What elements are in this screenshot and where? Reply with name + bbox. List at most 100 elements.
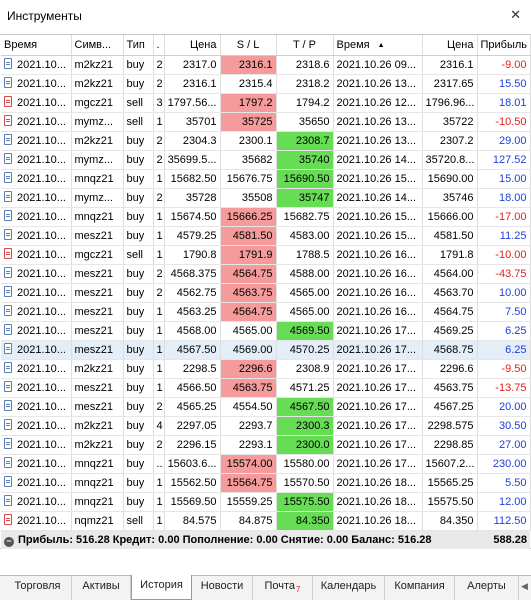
cell-vol: 2 — [153, 264, 165, 284]
table-row[interactable]: 2021.10... m2kz21 buy 2 2316.1 2315.4 2318.2 20… — [1, 74, 531, 94]
tab-6[interactable]: Компания — [385, 576, 455, 600]
vol-value: 2 — [156, 58, 163, 71]
minus-circle-icon[interactable]: − — [4, 536, 14, 547]
cell-close-time: 2021.10.26 16... — [333, 264, 423, 284]
column-header-3[interactable]: . — [153, 35, 165, 56]
column-header-4[interactable]: Цена — [164, 35, 221, 56]
time-value: 2021.10... — [17, 97, 66, 109]
cell-type: buy — [123, 359, 154, 379]
document-blue-icon — [4, 419, 12, 430]
cell-close-price: 2317.65 — [422, 74, 478, 94]
column-header-label: S / L — [236, 38, 260, 51]
tab-0[interactable]: Торговля — [4, 576, 72, 600]
cell-close-time: 2021.10.26 17... — [333, 397, 423, 417]
column-header-6[interactable]: T / P — [276, 35, 334, 56]
type-value: buy — [126, 400, 145, 413]
table-row[interactable]: 2021.10... mnqz21 buy 1 15682.50 15676.75 1569… — [1, 169, 531, 189]
column-header-7[interactable]: Время ▲ — [333, 35, 423, 56]
time-value: 2021.10... — [17, 135, 66, 147]
close-price-value: 4563.70 — [433, 286, 474, 299]
profit-value: 10.00 — [498, 286, 527, 299]
cell-profit: 127.52 — [477, 150, 531, 170]
table-row[interactable]: 2021.10... mnqz21 buy 1 15562.50 15564.75 1557… — [1, 473, 531, 493]
table-row[interactable]: 2021.10... nqmz21 sell 1 84.575 84.875 84.350 2… — [1, 511, 531, 531]
table-row[interactable]: 2021.10... mesz21 buy 1 4567.50 4569.00 4570.2… — [1, 340, 531, 360]
cell-time: 2021.10... — [1, 511, 72, 531]
table-row[interactable]: 2021.10... mnqz21 buy 1 15569.50 15559.25 1557… — [1, 492, 531, 512]
table-row[interactable]: 2021.10... mesz21 buy 1 4566.50 4563.75 4571.2… — [1, 378, 531, 398]
cell-vol: 2 — [153, 55, 165, 75]
cell-tp: 35650 — [276, 112, 334, 132]
table-row[interactable]: 2021.10... mymz... buy 2 35728 35508 35747 2021… — [1, 188, 531, 208]
vol-value: 1 — [156, 324, 163, 337]
column-header-label: Прибыль — [480, 38, 528, 51]
table-row[interactable]: 2021.10... mesz21 buy 2 4562.75 4563.75 4565.0… — [1, 283, 531, 303]
profit-value: -13.75 — [495, 381, 527, 394]
profit-value: 18.00 — [498, 191, 527, 204]
tab-2[interactable]: История — [131, 575, 192, 600]
cell-type: buy — [123, 321, 154, 341]
close-price-value: 15666.00 — [427, 210, 474, 223]
table-row[interactable]: 2021.10... mesz21 buy 1 4579.25 4581.50 4583.0… — [1, 226, 531, 246]
document-red-icon — [4, 115, 12, 126]
table-row[interactable]: 2021.10... mnqz21 buy 1 15674.50 15666.25 1568… — [1, 207, 531, 227]
symbol-value: mesz21 — [74, 305, 114, 318]
tab-3[interactable]: Новости — [192, 576, 253, 600]
profit-value: -43.75 — [495, 267, 527, 280]
price-value: 4567.50 — [176, 343, 217, 356]
cell-profit: 6.25 — [477, 321, 531, 341]
symbol-value: m2kz21 — [74, 134, 114, 147]
profit-value: -17.00 — [495, 210, 527, 223]
column-header-1[interactable]: Симв... — [71, 35, 124, 56]
triangle-left-icon[interactable]: ◀ — [521, 581, 528, 591]
table-row[interactable]: 2021.10... m2kz21 buy 1 2298.5 2296.6 2308.9 20… — [1, 359, 531, 379]
close-price-value: 4581.50 — [433, 229, 474, 242]
time-value: 2021.10... — [17, 173, 66, 185]
table-row[interactable]: 2021.10... mymz... sell 1 35701 35725 35650 202… — [1, 112, 531, 132]
tab-1[interactable]: Активы — [72, 576, 131, 600]
cell-close-time: 2021.10.26 09... — [333, 55, 423, 75]
table-row[interactable]: 2021.10... mnqz21 buy.. 15603.6... 15574.00 1… — [1, 454, 531, 474]
mail-count-badge: 7 — [296, 585, 301, 594]
close-time-value: 2021.10.26 13... — [336, 77, 417, 90]
table-row[interactable]: 2021.10... mesz21 buy 1 4568.00 4565.00 4569.5… — [1, 321, 531, 341]
table-row[interactable]: 2021.10... mgcz21 sell 3 1797.56... 1797.2 179… — [1, 93, 531, 113]
table-row[interactable]: 2021.10... m2kz21 buy 2 2296.15 2293.1 2300.0 2… — [1, 435, 531, 455]
vol-value: 3 — [156, 96, 163, 109]
close-price-value: 15690.00 — [427, 172, 474, 185]
table-row[interactable]: 2021.10... mymz... buy 2 35699.5... 35682 3574… — [1, 150, 531, 170]
close-price-value: 2317.65 — [433, 77, 474, 90]
cell-sl: 2315.4 — [220, 74, 277, 94]
table-row[interactable]: 2021.10... m2kz21 buy 2 2304.3 2300.1 2308.7 20… — [1, 131, 531, 151]
table-row[interactable]: 2021.10... mgcz21 sell 1 1790.8 1791.9 1788.5 2… — [1, 245, 531, 265]
cell-tp: 2308.9 — [276, 359, 334, 379]
profit-value: 7.50 — [505, 305, 527, 318]
type-value: buy — [126, 210, 145, 223]
close-icon[interactable]: ✕ — [510, 7, 521, 22]
table-row[interactable]: 2021.10... mesz21 buy 2 4565.25 4554.50 4567.5… — [1, 397, 531, 417]
symbol-value: nqmz21 — [74, 514, 114, 527]
document-blue-icon — [4, 77, 12, 88]
column-header-8[interactable]: Цена — [422, 35, 478, 56]
tab-7[interactable]: Алерты — [455, 576, 519, 600]
column-header-0[interactable]: Время — [1, 35, 72, 56]
tab-5[interactable]: Календарь — [313, 576, 385, 600]
column-header-2[interactable]: Тип — [123, 35, 154, 56]
column-header-5[interactable]: S / L — [220, 35, 277, 56]
close-price-value: 84.350 — [439, 514, 474, 527]
tab-label: Торговля — [14, 580, 61, 592]
cell-tp: 15580.00 — [276, 454, 334, 474]
table-row[interactable]: 2021.10... m2kz21 buy 4 2297.05 2293.7 2300.3 2… — [1, 416, 531, 436]
cell-profit: 18.00 — [477, 188, 531, 208]
price-value: 1790.8 — [182, 248, 217, 261]
column-header-9[interactable]: Прибыль — [477, 35, 531, 56]
table-row[interactable]: 2021.10... m2kz21 buy 2 2317.0 2316.1 2318.6 20… — [1, 55, 531, 75]
tp-value: 4588.00 — [289, 267, 330, 280]
table-row[interactable]: 2021.10... mesz21 buy 1 4563.25 4564.75 4565.0… — [1, 302, 531, 322]
symbol-value: m2kz21 — [74, 77, 114, 90]
cell-symbol: mymz... — [71, 112, 124, 132]
table-row[interactable]: 2021.10... mesz21 buy 2 4568.375 4564.75 4588.… — [1, 264, 531, 284]
cell-time: 2021.10... — [1, 340, 72, 360]
tab-4[interactable]: Почта7 — [253, 576, 313, 600]
time-value: 2021.10... — [17, 211, 66, 223]
